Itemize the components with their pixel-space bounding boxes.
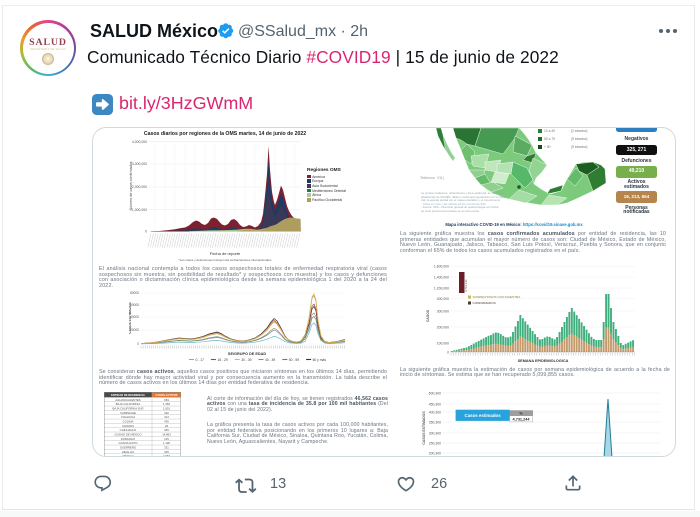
svg-text:CHIAPAS: CHIAPAS xyxy=(122,424,134,428)
svg-text:ENTIDAD DE RESIDENCIA: ENTIDAD DE RESIDENCIA xyxy=(111,393,145,397)
svg-text:CHIHUAHUA: CHIHUAHUA xyxy=(120,428,137,432)
svg-text:4,731,244: 4,731,244 xyxy=(513,417,531,421)
svg-text:60 y más: 60 y más xyxy=(313,358,327,362)
svg-text:SE/GRUPO DE EDAD: SE/GRUPO DE EDAD xyxy=(228,352,266,356)
svg-text:345: 345 xyxy=(164,450,169,454)
svg-text:20000: 20000 xyxy=(130,328,139,332)
svg-text:Casos estimados: Casos estimados xyxy=(465,413,502,418)
svg-text:1,000,000: 1,000,000 xyxy=(132,208,147,212)
svg-text:CAMPECHE: CAMPECHE xyxy=(120,411,136,415)
svg-text:CONFIRMADOS: CONFIRMADOS xyxy=(473,301,496,305)
svg-text:2,000,000: 2,000,000 xyxy=(132,185,147,189)
svg-text:3,000,000: 3,000,000 xyxy=(132,162,147,166)
svg-text:100,000: 100,000 xyxy=(437,341,449,345)
svg-text:CIUDAD DE MÉXICO: CIUDAD DE MÉXICO xyxy=(114,431,142,436)
svg-text:1,801: 1,801 xyxy=(163,406,170,410)
svg-text:1,200,000: 1,200,000 xyxy=(434,286,449,290)
svg-text:14,863: 14,863 xyxy=(162,432,171,436)
svg-text:CASOS ESTIMADOS: CASOS ESTIMADOS xyxy=(422,411,426,445)
svg-text:350,300: 350,300 xyxy=(429,420,441,424)
svg-text:GUERRERO: GUERRERO xyxy=(120,445,137,449)
svg-text:1,190: 1,190 xyxy=(163,441,170,445)
svg-text:SEMANA EPIDEMIOLOGICA: SEMANA EPIDEMIOLOGICA xyxy=(518,359,569,363)
svg-text:29: 29 xyxy=(165,424,169,428)
svg-text:300,000: 300,000 xyxy=(437,309,449,313)
svg-text:80000: 80000 xyxy=(130,291,139,295)
svg-text:400,300: 400,300 xyxy=(429,410,441,414)
svg-text:30 - 39: 30 - 39 xyxy=(241,358,251,362)
svg-text:40 - 49: 40 - 49 xyxy=(265,358,275,362)
svg-text:500,300: 500,300 xyxy=(429,391,441,395)
svg-text:40000: 40000 xyxy=(130,315,139,319)
svg-text:332: 332 xyxy=(164,411,169,415)
svg-text:331: 331 xyxy=(164,445,169,449)
svg-text:SOSPECHOSOS CON MUESTRA: SOSPECHOSOS CON MUESTRA xyxy=(473,295,522,299)
svg-text:BAJA CALIFORNIA: BAJA CALIFORNIA xyxy=(116,402,141,406)
svg-text:4,731,244: 4,731,244 xyxy=(464,279,468,292)
svg-text:MÉXICO: MÉXICO xyxy=(122,453,134,457)
svg-text:145: 145 xyxy=(164,437,169,441)
svg-text:1,400,000: 1,400,000 xyxy=(434,275,449,279)
svg-text:300,300: 300,300 xyxy=(429,431,441,435)
svg-text:CASOS: CASOS xyxy=(426,309,430,322)
svg-text:1,600,000: 1,600,000 xyxy=(434,265,449,269)
svg-text:%: % xyxy=(519,412,522,416)
svg-text:200,300: 200,300 xyxy=(429,451,441,455)
svg-text:4,000,000: 4,000,000 xyxy=(132,140,147,144)
svg-text:Número de casos confirmados: Número de casos confirmados xyxy=(129,161,133,210)
svg-text:654: 654 xyxy=(164,398,169,402)
svg-text:0: 0 xyxy=(447,350,449,354)
svg-text:COAHUILA: COAHUILA xyxy=(121,415,135,419)
svg-text:250,300: 250,300 xyxy=(429,441,441,445)
svg-text:0: 0 xyxy=(137,342,139,346)
svg-text:18 - 29: 18 - 29 xyxy=(217,358,227,362)
svg-text:0 - 17: 0 - 17 xyxy=(196,358,205,362)
svg-text:50 - 59: 50 - 59 xyxy=(289,358,299,362)
svg-text:450,300: 450,300 xyxy=(429,402,441,406)
svg-text:COLIMA: COLIMA xyxy=(123,419,134,423)
svg-text:AGUASCALIENTES: AGUASCALIENTES xyxy=(115,398,140,402)
svg-text:60000: 60000 xyxy=(130,303,139,307)
svg-text:445: 445 xyxy=(164,428,169,432)
svg-text:0: 0 xyxy=(145,230,147,234)
svg-text:*Los casos y defunciones inclu: *Los casos y defunciones incluyen las em… xyxy=(179,258,272,262)
svg-text:CASOS ESTIMADOS: CASOS ESTIMADOS xyxy=(129,302,132,333)
svg-text:414: 414 xyxy=(164,415,169,419)
svg-text:GUANAJUATO: GUANAJUATO xyxy=(119,441,139,445)
svg-text:CASOS ACTIVOS: CASOS ACTIVOS xyxy=(155,393,177,397)
svg-text:HIDALGO: HIDALGO xyxy=(122,450,135,454)
svg-text:BAJA CALIFORNIA SUR: BAJA CALIFORNIA SUR xyxy=(113,406,144,410)
svg-text:4,687: 4,687 xyxy=(163,454,170,457)
svg-text:Fecha de reporte: Fecha de reporte xyxy=(210,251,241,256)
svg-text:DURANGO: DURANGO xyxy=(121,437,136,441)
svg-text:1,366: 1,366 xyxy=(163,402,170,406)
svg-text:400,000: 400,000 xyxy=(437,297,449,301)
svg-text:436: 436 xyxy=(164,419,169,423)
svg-text:200,000: 200,000 xyxy=(437,325,449,329)
